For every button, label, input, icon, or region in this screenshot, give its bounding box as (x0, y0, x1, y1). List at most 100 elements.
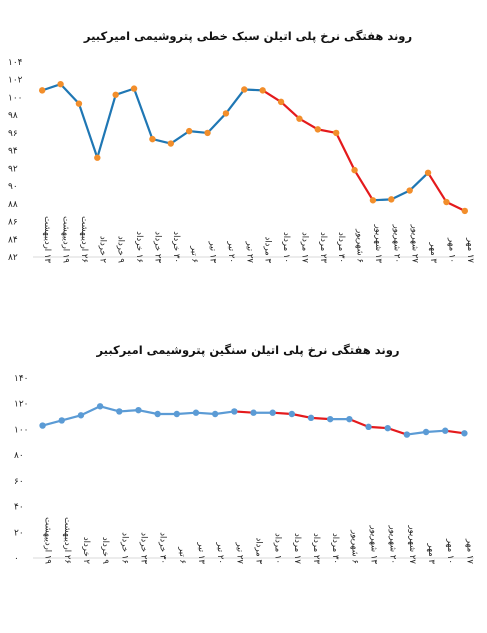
data-point (192, 409, 200, 416)
series-line-segment (118, 409, 140, 413)
data-point (277, 98, 285, 106)
data-point (314, 126, 322, 133)
data-point (94, 154, 101, 161)
series-line-segment (367, 425, 389, 430)
y-tick-label: ۶۰ (14, 477, 24, 487)
series-line-segment (424, 429, 447, 434)
x-tick-label: ۱۰ مهر (445, 538, 455, 564)
y-tick-label: ۸۰ (14, 451, 24, 461)
data-point (351, 166, 358, 174)
series-line-segment (405, 430, 428, 436)
data-point (211, 410, 219, 418)
data-point (149, 135, 156, 143)
data-point (185, 127, 193, 135)
data-point (443, 198, 450, 206)
series-line-segment (114, 87, 136, 96)
series-line-segment (77, 102, 99, 159)
x-tick-label: ۳۰ مرداد (336, 232, 346, 263)
data-point (422, 428, 430, 436)
x-tick-label: ۶ شهریور (349, 529, 359, 564)
data-point (296, 115, 303, 122)
data-point (116, 408, 123, 415)
series-line-segment (233, 410, 255, 414)
y-tick-label: ۴۰ (14, 503, 24, 513)
y-tick-label: ۱۰۰ (14, 425, 29, 435)
data-point (384, 424, 391, 432)
series-line-segment (194, 411, 217, 416)
series-line-segment (175, 411, 198, 416)
series-line-segment (137, 409, 159, 416)
x-tick-label: ۲۰ تیر (226, 241, 236, 263)
data-point (250, 409, 257, 416)
y-tick-label: ۸۴ (8, 235, 18, 245)
y-tick-label: ۱۲۰ (14, 400, 29, 410)
x-tick-label: ۲۷ تیر (244, 241, 254, 264)
x-tick-label: ۲ خرداد (97, 236, 107, 264)
x-tick-label: ۱۹ اردیبهشت (43, 517, 53, 564)
series-line-segment (348, 418, 370, 428)
x-tick-label: ۲۳ مرداد (311, 533, 321, 564)
data-point (326, 415, 334, 423)
series-line-segment (290, 412, 313, 419)
data-point (388, 196, 395, 203)
series-line-segment (426, 171, 448, 204)
y-tick-label: ۰ (14, 554, 19, 564)
x-tick-label: ۲۶ اردیبهشت (79, 216, 89, 263)
x-tick-label: ۱۶ خرداد (119, 532, 129, 564)
data-point (154, 410, 161, 418)
x-tick-label: ۳۰ مرداد (330, 533, 340, 564)
x-tick-label: ۳ مهر (428, 242, 438, 264)
data-point (461, 207, 469, 215)
y-tick-label: ۱۰۰ (8, 93, 23, 103)
data-point (39, 422, 46, 429)
series-line-segment (96, 93, 117, 159)
data-point (204, 129, 211, 137)
x-tick-label: ۲۷ شهریور (407, 525, 417, 565)
data-point (112, 91, 119, 98)
x-tick-label: ۲۷ شهریور (410, 224, 420, 264)
data-point (346, 415, 353, 423)
data-point (307, 414, 315, 422)
data-point (75, 100, 83, 107)
data-point (259, 87, 266, 94)
x-tick-label: ۶ تیر (189, 245, 199, 263)
chart-lldpe: روند هفتگی نرخ پلی اتیلن سبک خطی پتروشیم… (8, 29, 475, 264)
data-point (167, 140, 175, 147)
x-tick-label: ۱۳ تیر (208, 241, 218, 264)
series-line-segment (309, 416, 332, 421)
data-point (130, 85, 138, 92)
data-point (406, 187, 413, 194)
data-point (135, 406, 142, 414)
data-point (57, 80, 64, 88)
series-line-segment (335, 131, 356, 172)
x-tick-label: ۱۰ مهر (446, 237, 456, 263)
series-line-segment (60, 414, 83, 422)
y-tick-label: ۲۰ (14, 528, 24, 538)
y-tick-label: ۹۲ (8, 164, 18, 174)
x-tick-label: ۶ تیر (177, 546, 187, 564)
x-tick-label: ۱۹ اردیبهشت (61, 216, 71, 263)
x-tick-label: ۱۳ تیر (196, 542, 206, 565)
series-line-segment (386, 427, 408, 436)
data-point (403, 431, 411, 438)
series-line-segment (169, 130, 191, 145)
y-tick-label: ۸۶ (8, 218, 18, 228)
data-point (38, 87, 46, 94)
series-line-segment (261, 89, 283, 103)
data-point (424, 169, 432, 176)
x-tick-label: ۲۷ تیر (234, 542, 244, 565)
series-line-segment (353, 169, 375, 202)
x-tick-label: ۳۰ خرداد (171, 231, 181, 263)
series-line-segment (271, 411, 293, 416)
x-tick-label: ۱۰ مرداد (281, 232, 291, 263)
series-line-segment (390, 189, 411, 201)
x-tick-label: ۳ مرداد (254, 538, 264, 565)
series-line-segment (41, 83, 62, 92)
series-line-segment (279, 100, 301, 120)
x-tick-label: ۶ شهریور (355, 228, 365, 263)
x-tick-label: ۱۷ مهر (464, 538, 474, 564)
x-tick-label: ۳ مهر (426, 543, 436, 565)
data-point (461, 430, 468, 437)
chart-title: روند هفتگی نرخ پلی اتیلن سبک خطی پتروشیم… (83, 29, 412, 44)
x-tick-label: ۲۳ خرداد (138, 532, 148, 564)
